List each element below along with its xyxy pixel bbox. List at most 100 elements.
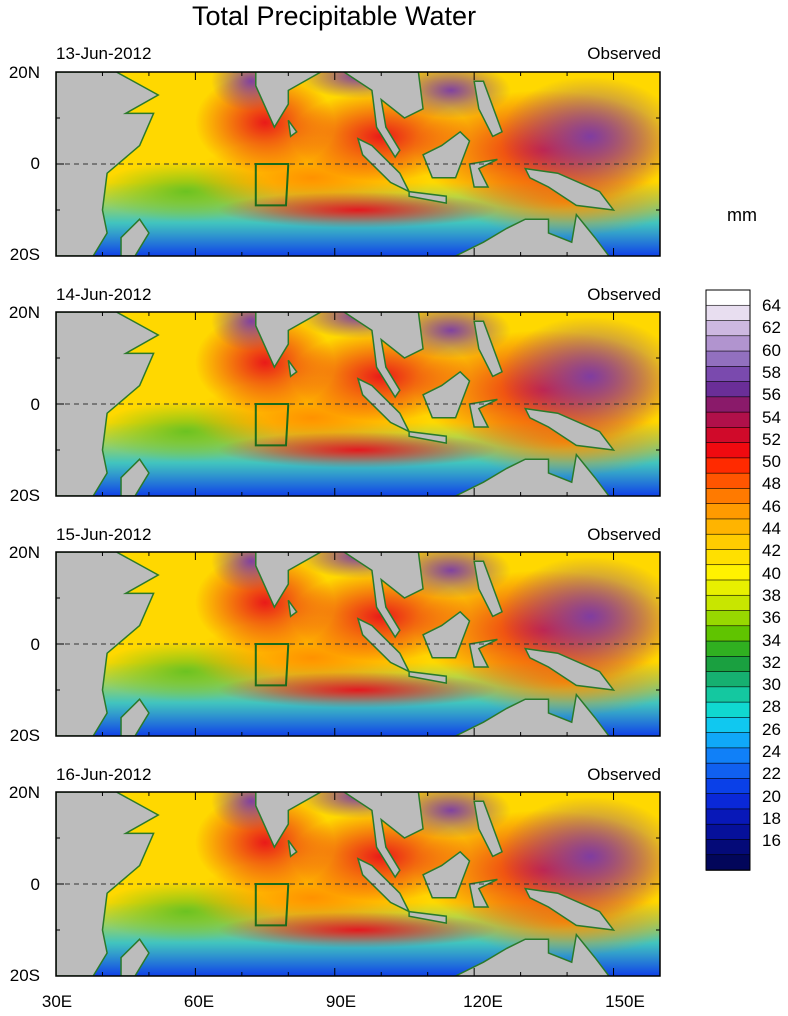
colorbar-swatch — [705, 533, 751, 551]
field-purple — [500, 76, 660, 197]
land-madagascar — [120, 458, 150, 496]
field-purple — [500, 796, 660, 917]
colorbar-swatch — [705, 411, 751, 429]
panel-1-date: 13-Jun-2012 — [56, 44, 152, 63]
land-sri-lanka — [287, 359, 298, 378]
lat-label-eq: 0 — [30, 635, 40, 654]
land-madagascar — [120, 938, 150, 976]
lon-label-60e: 60E — [183, 992, 215, 1011]
tpw-field — [56, 792, 660, 976]
study-region-box — [254, 163, 290, 207]
colorbar-label: 34 — [762, 630, 781, 650]
colorbar-swatch — [705, 656, 751, 673]
colorbar-swatch — [705, 350, 751, 368]
land-borneo — [422, 370, 471, 419]
panel-1-tag: Observed — [587, 44, 661, 63]
lat-label-eq: 0 — [30, 875, 40, 894]
lat-label-20s: 20S — [9, 726, 40, 745]
colorbar-swatch — [705, 289, 751, 307]
land-philippines — [473, 80, 503, 138]
colorbar-swatch — [705, 778, 751, 795]
colorbar-swatch — [705, 396, 751, 413]
colorbar-label: 44 — [762, 519, 781, 538]
panel-2-date: 14-Jun-2012 — [56, 285, 152, 304]
colorbar-label: 52 — [762, 429, 781, 449]
land-philippines — [473, 320, 503, 378]
land-indochina — [342, 792, 424, 879]
field-red-band — [218, 912, 498, 948]
colorbar-label: 24 — [762, 742, 781, 761]
tpw-field — [56, 312, 660, 496]
units-label: mm — [727, 205, 757, 225]
lat-label-20s: 20S — [9, 486, 40, 505]
land-madagascar — [120, 218, 150, 256]
tpw-field — [56, 72, 660, 256]
land-philippines — [473, 800, 503, 858]
land-sulawesi — [468, 878, 498, 908]
lat-label-20n: 20N — [8, 303, 40, 322]
colorbar-swatch — [705, 594, 751, 612]
land-indochina — [342, 312, 424, 399]
land-java — [408, 670, 448, 685]
colorbar-label: 38 — [762, 585, 781, 605]
lon-label-120e: 120E — [463, 992, 503, 1011]
colorbar-label: 32 — [762, 652, 781, 672]
map-panel-4 — [55, 791, 661, 977]
land-borneo — [422, 610, 471, 659]
colorbar-label: 26 — [762, 719, 781, 739]
lat-label-eq: 0 — [30, 154, 40, 173]
colorbar-swatch — [705, 823, 751, 841]
colorbar-label: 36 — [762, 608, 781, 628]
map-panel-3 — [55, 551, 661, 737]
colorbar-swatch — [705, 442, 751, 459]
study-region-box — [254, 883, 290, 927]
colorbar-label: 62 — [762, 318, 781, 338]
colorbar-swatch — [705, 762, 751, 780]
colorbar-swatch — [705, 366, 751, 383]
colorbar-label: 58 — [762, 362, 781, 382]
land-sulawesi — [468, 398, 498, 428]
colorbar-swatch — [705, 625, 751, 642]
land-masses — [56, 72, 616, 256]
colorbar-label: 40 — [762, 563, 781, 583]
colorbar-label: 46 — [762, 496, 781, 516]
land-madagascar — [120, 698, 150, 736]
colorbar-swatch — [705, 579, 751, 597]
land-masses — [56, 792, 616, 976]
colorbar-swatch — [705, 427, 751, 444]
colorbar-label: 20 — [762, 786, 781, 806]
lat-label-20s: 20S — [9, 966, 40, 985]
colorbar-swatch — [705, 717, 751, 734]
land-india — [232, 792, 323, 849]
lon-label-90e: 90E — [325, 992, 357, 1011]
lat-label-20n: 20N — [8, 783, 40, 802]
colorbar-swatch — [705, 304, 751, 322]
land-java — [408, 190, 448, 205]
land-india — [232, 312, 323, 369]
colorbar-label: 16 — [762, 831, 781, 851]
colorbar-swatch — [705, 335, 751, 352]
panel-4-tag: Observed — [587, 765, 661, 784]
land-new-guinea — [523, 167, 616, 211]
colorbar-label: 56 — [762, 385, 781, 405]
tpw-field — [56, 552, 660, 736]
colorbar-swatch — [705, 503, 751, 520]
lat-label-20n: 20N — [8, 543, 40, 562]
land-sulawesi — [468, 158, 498, 188]
land-australia — [454, 692, 610, 736]
colorbar-swatch — [705, 610, 751, 627]
land-masses — [56, 312, 616, 496]
land-sulawesi — [468, 638, 498, 668]
study-region-box — [254, 643, 290, 687]
land-borneo — [422, 130, 471, 179]
land-new-guinea — [523, 887, 616, 931]
lat-label-eq: 0 — [30, 395, 40, 414]
land-africa — [56, 72, 160, 256]
lat-label-20s: 20S — [9, 245, 40, 264]
land-new-guinea — [523, 647, 616, 691]
land-philippines — [473, 560, 503, 618]
field-purple — [500, 316, 660, 437]
land-africa — [56, 552, 160, 736]
colorbar-label: 18 — [762, 808, 781, 828]
land-java — [408, 430, 448, 445]
